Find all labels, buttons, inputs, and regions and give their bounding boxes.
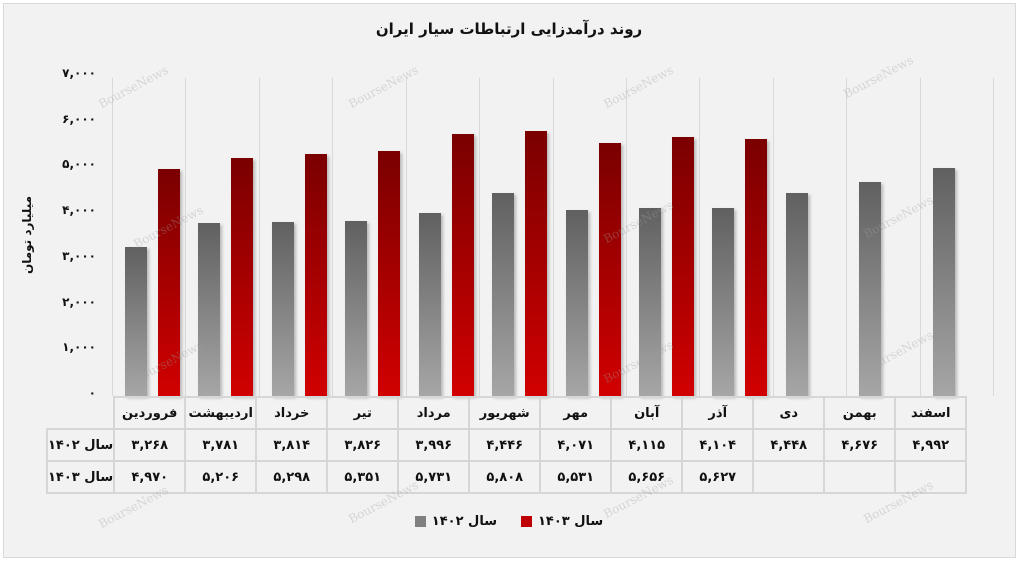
bar-1402 [565, 209, 588, 396]
table-cell: ۴,۱۰۴ [681, 428, 755, 462]
gridline [185, 78, 187, 396]
y-tick-label: ۵,۰۰۰ [62, 157, 96, 172]
table-cell: ۳,۸۲۶ [326, 428, 400, 462]
bar-1402 [785, 192, 808, 396]
table-corner [47, 397, 114, 429]
table-cell [823, 460, 897, 494]
table-header-month: شهریور [468, 396, 542, 430]
y-tick-label: ۳,۰۰۰ [62, 248, 96, 263]
y-tick-label: ۲,۰۰۰ [62, 294, 96, 309]
bar-1402 [271, 221, 294, 396]
table-cell: ۴,۰۷۱ [539, 428, 613, 462]
legend-swatch-icon [521, 516, 532, 527]
table-header-month: بهمن [823, 396, 897, 430]
table-cell: ۴,۴۴۸ [752, 428, 826, 462]
legend: سال ۱۴۰۳ سال ۱۴۰۲ [0, 514, 1018, 529]
gridline [332, 78, 334, 396]
table-cell: ۴,۱۱۵ [610, 428, 684, 462]
bar-1402 [198, 223, 221, 396]
bar-1402 [125, 246, 147, 396]
gridline [552, 78, 554, 396]
y-tick-label: ۴,۰۰۰ [62, 203, 96, 218]
bar-1403 [158, 168, 180, 396]
bar-1403 [671, 137, 694, 396]
table-cell: ۳,۹۹۶ [397, 428, 471, 462]
legend-item: سال ۱۴۰۳ [521, 514, 603, 529]
y-tick-label: ۶,۰۰۰ [62, 111, 96, 126]
bar-1403 [378, 151, 401, 396]
bar-1402 [418, 213, 441, 396]
table-cell: ۵,۵۳۱ [539, 460, 613, 494]
table-header-month: اسفند [894, 396, 968, 430]
gridline [479, 78, 481, 396]
chart-title: روند درآمدزایی ارتباطات سیار ایران [375, 20, 643, 38]
bar-1403 [231, 158, 254, 396]
bar-1402 [345, 221, 368, 396]
gridline [772, 78, 774, 396]
gridline [405, 78, 407, 396]
table-cell: ۳,۲۶۸ [113, 428, 187, 462]
table-cell [894, 460, 968, 494]
table-cell: ۵,۲۹۸ [255, 460, 329, 494]
legend-label: سال ۱۴۰۳ [538, 514, 604, 529]
table-header-month: اردیبهشت [184, 396, 258, 430]
table-header-month: آذر [681, 396, 755, 430]
table-cell: ۵,۸۰۸ [468, 460, 542, 494]
table-header-month: تیر [326, 396, 400, 430]
bar-1402 [492, 192, 515, 396]
legend-item: سال ۱۴۰۲ [414, 514, 497, 529]
y-tick-label: ۷,۰۰۰ [62, 66, 96, 80]
bar-1402 [638, 207, 661, 396]
bar-1403 [451, 134, 474, 396]
table-header-month: دی [752, 396, 826, 430]
bar-1403 [304, 153, 327, 396]
table-cell: ۵,۶۵۶ [610, 460, 684, 494]
table-cell: ۵,۶۲۷ [681, 460, 755, 494]
table-header-month: مهر [539, 396, 613, 430]
table-header-month: مرداد [397, 396, 471, 430]
legend-swatch-icon [414, 516, 426, 527]
bar-1403 [598, 143, 621, 396]
y-tick-label: ۰ [88, 386, 96, 400]
gridline [258, 78, 260, 396]
table-row: سال ۱۴۰۳ ۴,۹۷۰ ۵,۲۰۶ ۵,۲۹۸ ۵,۳۵۱ ۵,۷۳۱ ۵,۸۰۸ ۵,… [45, 460, 968, 494]
gridline [625, 78, 627, 396]
y-axis-label: میلیارد تومان [20, 195, 34, 275]
table-row-label: سال ۱۴۰۳ [45, 460, 116, 494]
gridline [993, 78, 994, 396]
table-cell: ۵,۲۰۶ [184, 460, 258, 494]
table-cell: ۵,۳۵۱ [326, 460, 400, 494]
bar-1402 [859, 182, 882, 396]
gridline [919, 78, 921, 396]
table-cell: ۳,۷۸۱ [184, 428, 258, 462]
table-row-label: سال ۱۴۰۲ [45, 428, 116, 462]
legend-label: سال ۱۴۰۲ [431, 514, 497, 529]
table-header-month: فروردین [113, 396, 187, 430]
bar-1403 [745, 138, 768, 396]
table-cell: ۴,۴۴۶ [468, 428, 542, 462]
bar-1402 [932, 167, 955, 396]
data-table: فروردین اردیبهشت خرداد تیر مرداد شهریور مهر آبا… [45, 396, 968, 494]
table-cell: ۴,۹۷۰ [113, 460, 187, 494]
gridline [112, 78, 113, 396]
table-cell: ۴,۶۷۶ [823, 428, 897, 462]
y-tick-label: ۱,۰۰۰ [62, 340, 96, 355]
table-cell: ۴,۹۹۲ [894, 428, 968, 462]
plot-area [112, 78, 994, 396]
table-header-month: خرداد [255, 396, 329, 430]
table-cell: ۵,۷۳۱ [397, 460, 471, 494]
table-cell: ۳,۸۱۴ [255, 428, 329, 462]
table-header-month: آبان [610, 396, 684, 430]
gridline [699, 78, 701, 396]
table-cell [752, 460, 826, 494]
table-row: سال ۱۴۰۲ ۳,۲۶۸ ۳,۷۸۱ ۳,۸۱۴ ۳,۸۲۶ ۳,۹۹۶ ۴,۴۴۶ ۴,… [45, 428, 968, 462]
bar-1403 [525, 130, 548, 396]
gridline [846, 78, 848, 396]
bar-1402 [712, 208, 735, 396]
